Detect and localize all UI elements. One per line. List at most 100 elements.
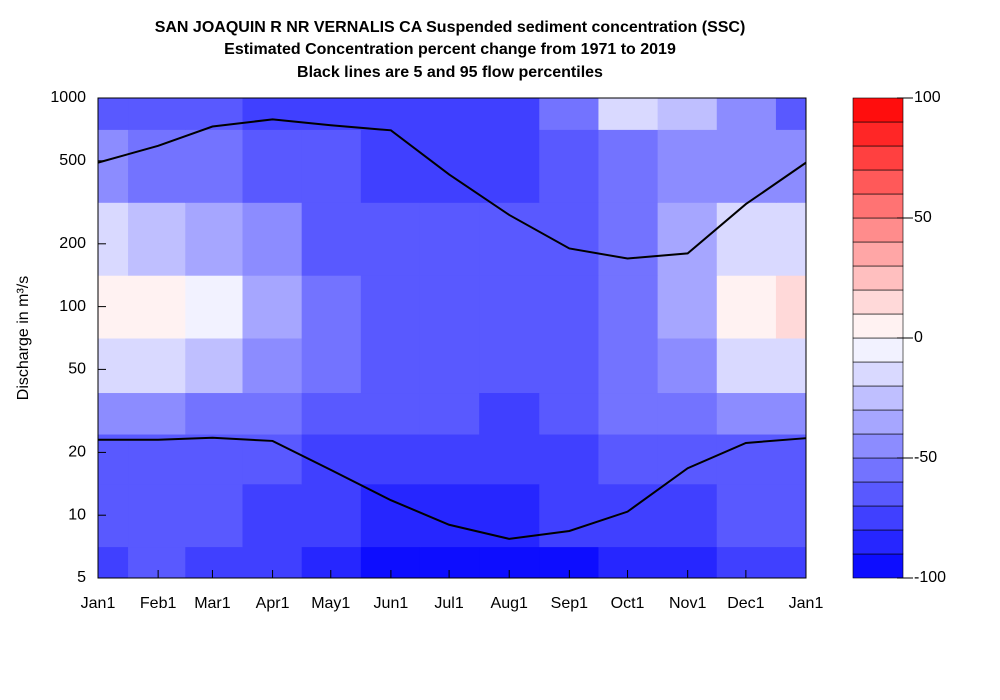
contour-cell [185, 546, 244, 579]
contour-cell [301, 275, 362, 339]
contour-cell [598, 202, 659, 276]
contour-cell [716, 202, 777, 276]
colorbar-band [852, 217, 904, 243]
contour-cell [598, 129, 659, 203]
contour-cell [716, 275, 777, 339]
contour-cell [128, 392, 186, 435]
contour-cell [185, 129, 244, 203]
contour-cell [301, 434, 362, 485]
contour-cell [360, 434, 421, 485]
colorbar-band [852, 409, 904, 435]
contour-cell [657, 392, 718, 435]
colorbar-band [852, 337, 904, 363]
colorbar-band [852, 145, 904, 171]
contour-cell [98, 392, 129, 435]
contour-cell [775, 338, 807, 394]
contour-cell [419, 275, 480, 339]
contour-cell [598, 546, 659, 579]
plot-frame [97, 97, 807, 579]
colorbar-band [852, 481, 904, 507]
contour-cell [301, 483, 362, 548]
contour-cell [657, 202, 718, 276]
contour-cell [598, 483, 659, 548]
contour-cell [360, 98, 421, 130]
contour-cell [716, 98, 777, 130]
contour-cell [185, 338, 244, 394]
contour-cell [539, 483, 599, 548]
contour-cell [185, 98, 244, 130]
contour-cell [598, 392, 659, 435]
contour-cell [716, 392, 777, 435]
contour-cell [775, 392, 807, 435]
y-tick-label: 10 [68, 506, 86, 523]
contour-cell [360, 129, 421, 203]
contour-cell [775, 202, 807, 276]
contour-cell [419, 434, 480, 485]
contour-cell [242, 98, 303, 130]
x-tick-label: Feb1 [140, 595, 177, 612]
contour-cell [185, 275, 244, 339]
y-tick-label: 200 [59, 235, 86, 252]
contour-cell [657, 275, 718, 339]
x-tick-label: Dec1 [727, 595, 764, 612]
y-tick-label: 1000 [50, 89, 86, 106]
contour-cell [479, 338, 540, 394]
contour-cell [479, 434, 540, 485]
contour-cell [657, 483, 718, 548]
contour-cell [301, 392, 362, 435]
colorbar-band [852, 193, 904, 219]
contour-cell [479, 392, 540, 435]
contour-cell [98, 338, 129, 394]
contour-field [98, 98, 807, 579]
x-tick-label: Jun1 [374, 595, 409, 612]
contour-cell [598, 98, 659, 130]
contour-cell [539, 275, 599, 339]
contour-cell [128, 483, 186, 548]
colorbar-band [852, 121, 904, 147]
colorbar-band [852, 529, 904, 555]
x-tick-label: Aug1 [491, 595, 528, 612]
contour-cell [479, 483, 540, 548]
x-tick-label: Nov1 [669, 595, 706, 612]
colorbar-tick-label: 100 [914, 89, 941, 106]
contour-cell [479, 129, 540, 203]
contour-cell [242, 275, 303, 339]
contour-cell [360, 202, 421, 276]
contour-cell [716, 546, 777, 579]
contour-cell [185, 434, 244, 485]
contour-cell [242, 338, 303, 394]
contour-cell [419, 202, 480, 276]
contour-cell [716, 483, 777, 548]
contour-cell [128, 129, 186, 203]
chart-title: SAN JOAQUIN R NR VERNALIS CA Suspended s… [155, 19, 746, 36]
contour-cell [539, 98, 599, 130]
x-tick-label: Mar1 [194, 595, 231, 612]
x-tick-label: Jan1 [81, 595, 116, 612]
contour-cell [242, 202, 303, 276]
contour-cell [539, 129, 599, 203]
contour-cell [775, 546, 807, 579]
contour-cell [419, 338, 480, 394]
colorbar-tick-label: 50 [914, 209, 932, 226]
contour-cell [98, 98, 129, 130]
contour-cell [98, 434, 129, 485]
colorbar-tick-label: -50 [914, 449, 937, 466]
contour-cell [539, 434, 599, 485]
y-tick-label: 5 [77, 569, 86, 586]
contour-cell [98, 202, 129, 276]
colorbar-band [852, 361, 904, 387]
contour-cell [98, 129, 129, 203]
colorbar-band [852, 241, 904, 267]
colorbar-band [852, 457, 904, 483]
y-axis-label: Discharge in m³/s [15, 276, 32, 400]
contour-cell [128, 434, 186, 485]
colorbar-band [852, 97, 904, 123]
contour-cell [598, 275, 659, 339]
contour-cell [360, 392, 421, 435]
contour-cell [301, 338, 362, 394]
contour-cell [419, 129, 480, 203]
colorbar-tick-label: -100 [914, 569, 946, 586]
contour-cell [242, 129, 303, 203]
contour-cell [98, 546, 129, 579]
